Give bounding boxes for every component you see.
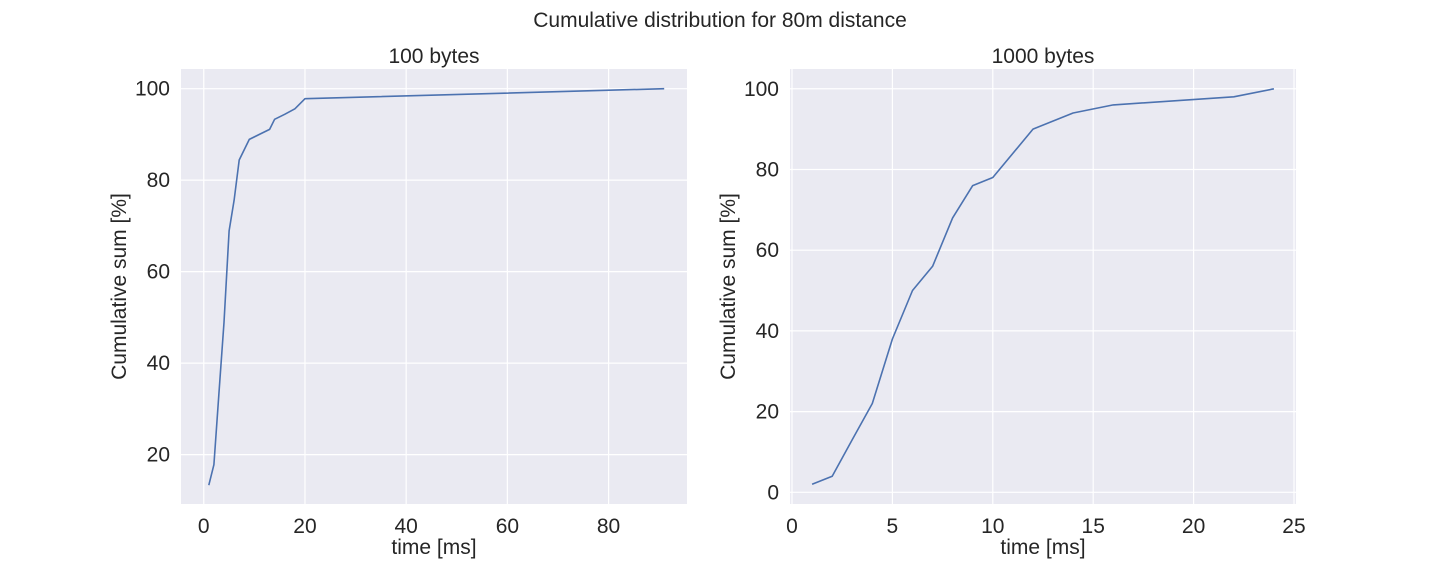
y-tick-label: 100 (744, 78, 779, 101)
plot-area (181, 69, 687, 504)
y-tick-label: 80 (756, 158, 779, 181)
y-tick-label: 80 (147, 169, 170, 192)
x-tick-label: 10 (981, 515, 1004, 538)
x-tick-label: 15 (1082, 515, 1105, 538)
y-tick-label: 20 (147, 444, 170, 467)
y-axis-label: Cumulative sum [%] (717, 193, 740, 380)
y-axis-label: Cumulative sum [%] (108, 193, 131, 380)
x-tick-label: 0 (198, 515, 210, 538)
x-axis-label: time [ms] (1000, 536, 1085, 559)
x-axis-label: time [ms] (391, 536, 476, 559)
y-tick-label: 40 (756, 320, 779, 343)
x-tick-label: 20 (1182, 515, 1205, 538)
x-tick-label: 60 (496, 515, 519, 538)
x-tick-label: 25 (1282, 515, 1305, 538)
figure-title: Cumulative distribution for 80m distance (533, 9, 907, 32)
x-tick-label: 40 (394, 515, 417, 538)
y-tick-label: 40 (147, 352, 170, 375)
x-tick-label: 0 (786, 515, 798, 538)
plot-panel-2: 0 5 10 15 20 25 0 20 40 60 80 100 1000 bytes time [ms… (717, 45, 1306, 559)
series-line (208, 87, 665, 486)
x-tick-label: 20 (293, 515, 316, 538)
y-tick-label: 60 (147, 261, 170, 284)
y-tick-label: 0 (767, 481, 779, 504)
y-tick-label: 20 (756, 401, 779, 424)
subplot-title: 1000 bytes (992, 45, 1095, 68)
y-tick-label: 60 (756, 239, 779, 262)
plot-panel-1: 0 20 40 60 80 20 40 60 80 100 100 bytes time [ms] Cu… (108, 45, 687, 559)
series-line (811, 88, 1275, 485)
x-tick-label: 80 (597, 515, 620, 538)
plot-area (790, 69, 1296, 504)
y-tick-label: 100 (135, 78, 170, 101)
subplot-title: 100 bytes (388, 45, 479, 68)
x-tick-label: 5 (887, 515, 899, 538)
